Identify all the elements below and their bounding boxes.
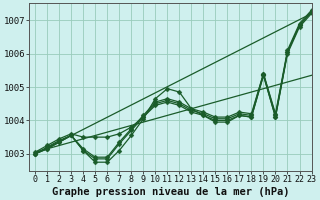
X-axis label: Graphe pression niveau de la mer (hPa): Graphe pression niveau de la mer (hPa) bbox=[52, 186, 289, 197]
